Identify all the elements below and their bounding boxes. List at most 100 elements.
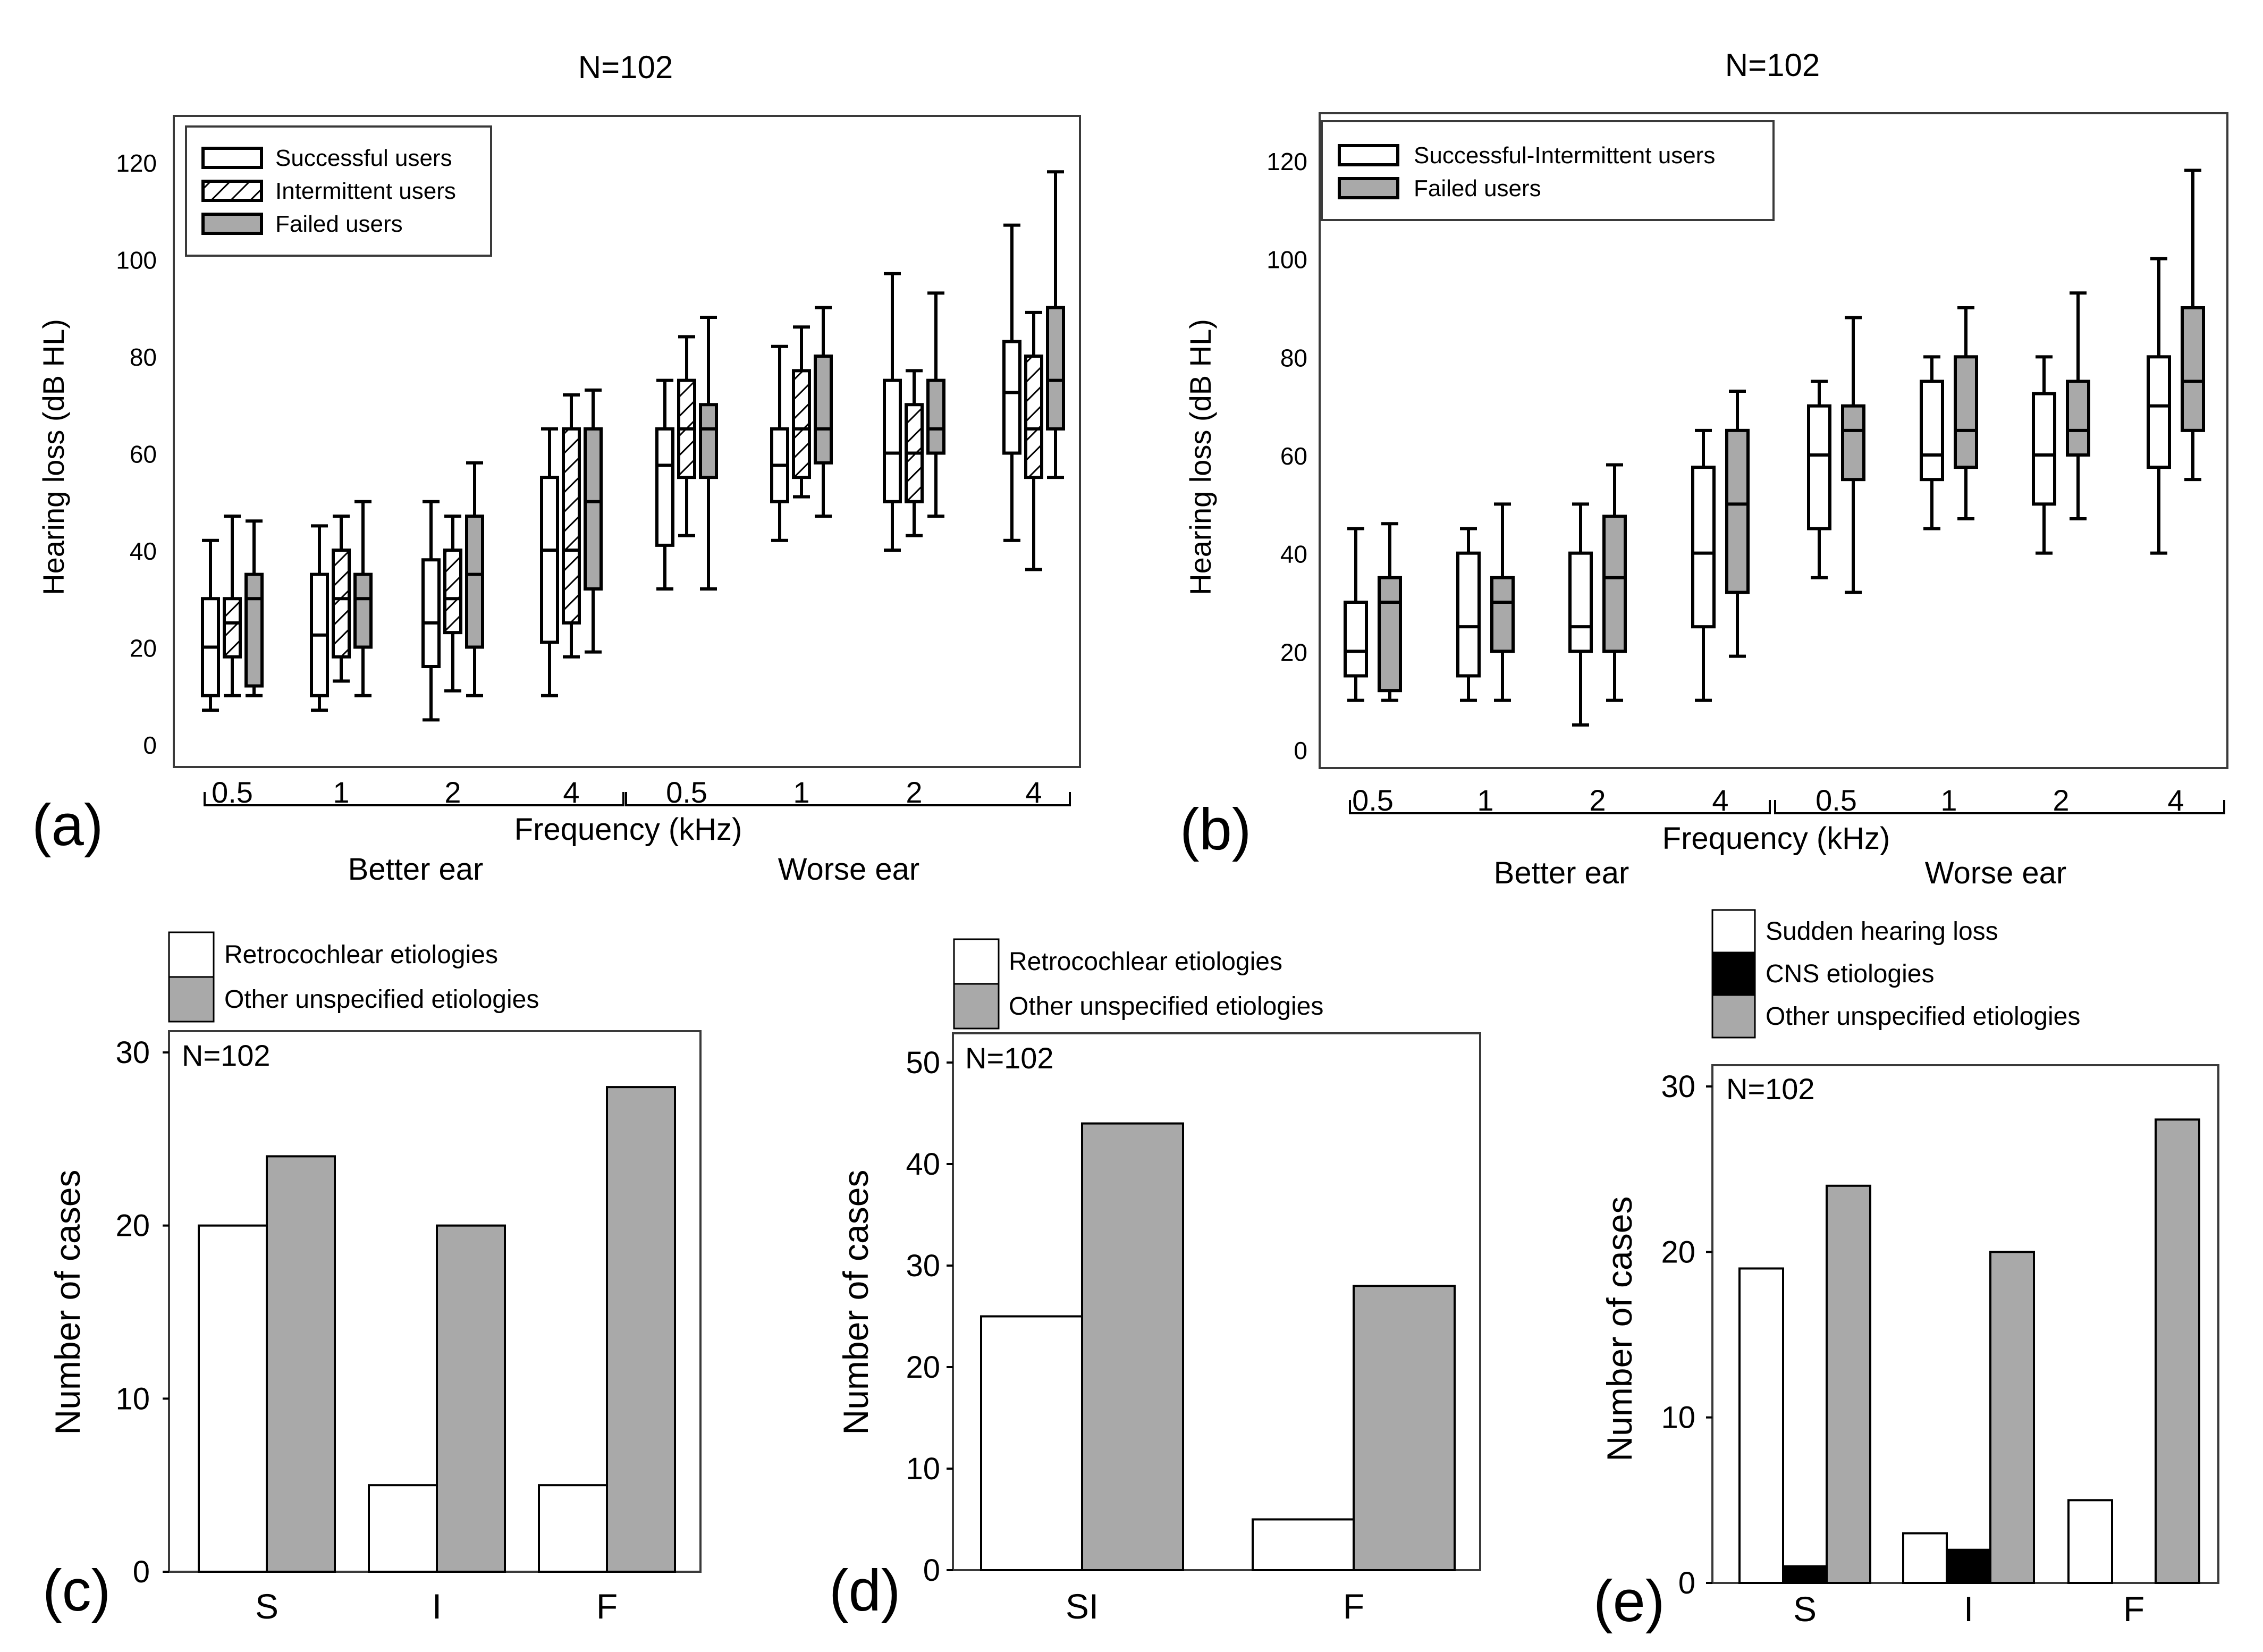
box-failed-users: [1490, 502, 1515, 702]
y-tick-label: 0: [143, 731, 157, 759]
y-tick-label: 0: [1678, 1566, 1695, 1600]
panel-label: (b): [1180, 797, 1251, 862]
y-tick-label: 0: [923, 1553, 940, 1588]
y-axis-label: Hearing loss (dB HL): [1184, 319, 1217, 595]
legend: Sudden hearing loss CNS etiologies Other u…: [1711, 909, 2080, 1039]
box-successful-users: [421, 500, 441, 722]
box-successful-users: [770, 344, 789, 542]
box-successful-intermittent-users: [1807, 380, 1831, 579]
legend-label: Other unspecified etiologies: [1766, 1002, 2080, 1031]
panel-label: (e): [1593, 1569, 1665, 1634]
plot-frame: [1711, 1064, 2219, 1584]
sample-size-annotation: N=102: [965, 1041, 1054, 1075]
x-tick-label: 1: [793, 776, 809, 809]
iqr-box: [1344, 601, 1368, 678]
x-tick-label: 0.5: [1816, 783, 1857, 817]
legend-swatch: [168, 976, 215, 1023]
box-successful-intermittent-users: [1691, 428, 1716, 702]
legend-swatch: [1711, 994, 1756, 1039]
box-intermittent-users: [562, 393, 581, 659]
bar-si: [980, 1315, 1083, 1571]
bar-s: [1738, 1267, 1784, 1584]
y-tick-label: 20: [1661, 1235, 1695, 1269]
bar-si: [1081, 1122, 1184, 1572]
bar-f: [1252, 1518, 1355, 1571]
box-successful-users: [883, 272, 902, 552]
plot-frame: [173, 115, 1081, 768]
x-tick-label: 4: [1712, 783, 1728, 817]
plot-frame: [1319, 112, 2228, 769]
legend-label: Other unspecified etiologies: [1009, 992, 1323, 1021]
x-tick-label: 4: [1025, 776, 1042, 809]
x-tick-label: F: [1343, 1587, 1364, 1626]
iqr-box: [465, 515, 484, 649]
legend-swatch: [953, 938, 1000, 985]
box-failed-users: [1602, 463, 1627, 702]
box-failed-users: [814, 306, 833, 518]
y-axis-label: Number of cases: [48, 1170, 87, 1435]
iqr-box: [1046, 306, 1065, 431]
iqr-box: [655, 427, 674, 547]
box-failed-users: [1954, 306, 1978, 521]
x-tick-label: 4: [2167, 783, 2184, 817]
legend-label: Retrocochlear etiologies: [1009, 948, 1282, 976]
sample-size-annotation: N=102: [1726, 1072, 1815, 1106]
y-tick-label: 60: [130, 441, 157, 468]
iqr-box: [1456, 551, 1481, 678]
x-tick-label: 1: [1477, 783, 1493, 817]
legend-swatch: [201, 213, 263, 235]
bar-s: [1782, 1565, 1828, 1584]
bar-i: [1902, 1532, 1948, 1584]
box-intermittent-users: [332, 515, 351, 683]
iqr-box: [2147, 355, 2171, 469]
x-tick-label: F: [596, 1587, 618, 1626]
y-tick-label: 100: [1266, 246, 1307, 274]
bar-i: [1946, 1548, 1991, 1584]
legend-swatch: [201, 180, 263, 202]
box-intermittent-users: [223, 515, 242, 697]
group-label: Worse ear: [1925, 856, 2066, 890]
legend-frame: [185, 125, 492, 257]
bar-f: [2067, 1499, 2113, 1584]
iqr-box: [1691, 466, 1716, 629]
panel-label: (c): [43, 1558, 111, 1623]
box-failed-users: [926, 291, 945, 518]
iqr-box: [1920, 380, 1944, 482]
legend: Retrocochlear etiologies Other unspecifie…: [168, 931, 539, 1023]
bar-i: [436, 1224, 506, 1573]
y-tick-label: 30: [1661, 1069, 1695, 1104]
legend-swatch: [1338, 144, 1399, 166]
panel-b: N=102 0 20 40 60 80 100 120 Hearing loss (dB HL)…: [1180, 47, 2228, 890]
y-tick-label: 120: [1266, 148, 1307, 175]
y-tick-label: 120: [116, 149, 157, 177]
iqr-box: [353, 572, 373, 649]
x-tick-label: 2: [444, 776, 461, 809]
box-successful-intermittent-users: [1568, 502, 1593, 727]
legend: Successful users Intermittent users Failed…: [185, 125, 492, 257]
iqr-box: [1024, 355, 1043, 479]
bar-s: [1826, 1184, 1871, 1584]
panel-a: N=102 0 20 40 60 80 100 120 Hearing loss (dB HL)…: [32, 49, 1081, 887]
group-label: Better ear: [348, 852, 484, 887]
bar-i: [368, 1484, 438, 1573]
legend-swatch: [1338, 177, 1399, 199]
box-successful-intermittent-users: [2032, 355, 2056, 555]
box-successful-users: [201, 538, 220, 712]
iqr-box: [223, 597, 242, 659]
box-successful-users: [310, 524, 329, 712]
group-label: Better ear: [1494, 856, 1629, 890]
y-tick-label: 10: [115, 1381, 150, 1416]
iqr-box: [699, 403, 718, 479]
legend: Successful-Intermittent users Failed user…: [1321, 120, 1775, 221]
y-tick-label: 20: [1280, 638, 1307, 666]
box-failed-users: [1841, 316, 1865, 594]
y-tick-label: 20: [130, 635, 157, 662]
x-tick-label: 2: [1589, 783, 1606, 817]
y-axis-label: Number of cases: [1600, 1196, 1639, 1462]
y-axis-label: Number of cases: [836, 1170, 875, 1435]
bar-i: [1989, 1251, 2035, 1584]
legend-label: Successful-Intermittent users: [1414, 142, 1715, 168]
box-intermittent-users: [1024, 310, 1043, 571]
y-tick-label: 100: [116, 247, 157, 274]
iqr-box: [421, 558, 441, 668]
